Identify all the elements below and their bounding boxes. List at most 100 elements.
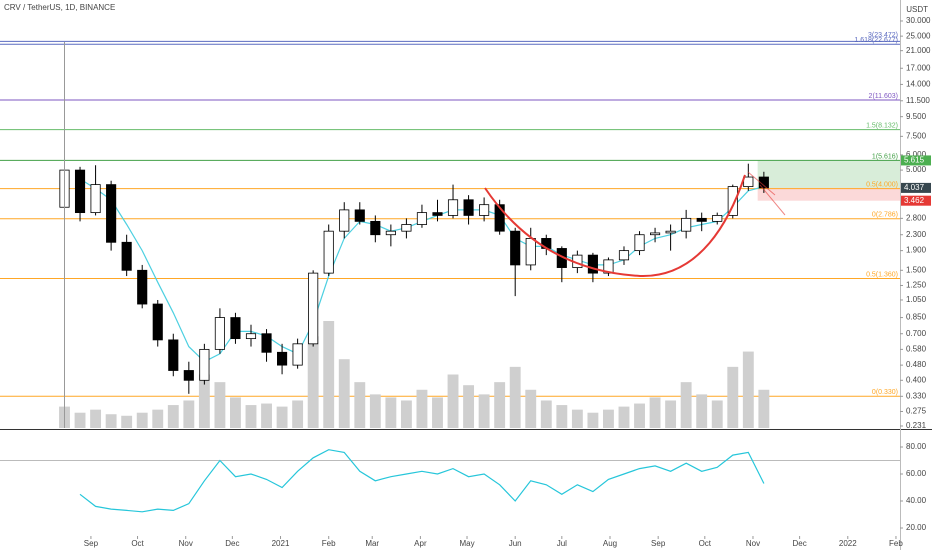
plot-area: 3(23.472)1.618(22.677) 2(11.603) 1.5(8.132… [0,32,900,428]
volume-bar [136,412,148,428]
volume-bar [525,389,537,428]
candle-body [292,343,303,366]
candle-body [618,250,630,261]
volume-bar [463,385,475,428]
target-tag-label: 5.615 [904,156,925,165]
volume-bar [198,374,210,428]
candle-body [308,272,319,345]
volume-bar [447,374,459,428]
x-tick-label: Nov [746,539,760,548]
volume-bar [400,400,412,428]
candle-body [323,230,334,274]
y-tick-label: 2.800 [906,213,927,222]
y-tick-label: 1.250 [906,281,927,290]
volume-bar [261,403,272,428]
y-tick-label: 1.050 [906,295,927,304]
candle-body [401,224,412,232]
volume-bar [509,366,521,428]
stop-tag-label: 3.462 [904,196,925,205]
x-tick-label: Aug [603,539,617,548]
candle-body [758,176,769,189]
x-tick-label: Nov [179,539,193,548]
y-tick-label: 30.000 [906,16,931,25]
volume-bar [369,394,381,428]
volume-bar [634,403,645,428]
candle-body [447,199,459,216]
fib-label: 0(2.786) [872,212,898,219]
volume-bar [90,409,102,428]
rsi-tick-label: 60.00 [906,469,927,478]
candle-body [245,333,257,340]
volume-bar [416,389,428,428]
volume-bar [494,382,506,428]
entry-tag [901,182,931,193]
volume-bar [338,359,350,428]
candle-body [743,176,754,188]
x-tick-label: Dec [225,539,239,548]
candle-body [494,204,505,232]
x-tick-label: Feb [322,539,336,548]
volume-bar [478,394,490,428]
volume-bar [323,321,335,428]
x-tick-label: Feb [889,539,903,548]
entry-tag-label: 4.037 [904,183,925,192]
fib-label: 0(0.330) [872,389,898,396]
fib-label: 1.618(22.677) [854,37,898,44]
volume-bar [618,406,630,428]
x-tick-label: 2022 [839,539,857,548]
fib-label: 3(23.472) [868,32,898,39]
candle-body [603,259,614,274]
x-tick-label: Oct [131,539,144,548]
y-tick-label: 17.000 [906,63,931,72]
candle-body [230,317,241,340]
candle-body [712,215,723,222]
candle-body [152,303,163,341]
candle-body [681,217,692,232]
y-tick-label: 0.480 [906,360,927,369]
candle-body [479,204,490,216]
target-tag [901,155,931,166]
candle-body [90,184,101,214]
fib-label: 1.5(8.132) [866,122,898,129]
volume-bar [680,382,692,428]
y-tick-label: 0.700 [906,329,927,338]
y-tick-label: 11.500 [906,96,930,105]
volume-bar [167,405,179,428]
fib-label: 0.5(1.360) [866,271,898,278]
volume-bar [105,414,117,428]
x-tick-label: Apr [414,539,427,548]
candle-body [261,333,272,353]
y-tick-label: 0.231 [906,421,927,430]
y-tick-label: 0.580 [906,344,927,353]
volume-bar [245,405,257,428]
x-tick-label: Dec [792,539,806,548]
candle-body [696,217,707,222]
y-tick-label: 0.850 [906,313,927,322]
candle-body [665,230,676,234]
fib-label: 1(5.616) [872,153,898,160]
volume-bar [292,400,304,428]
candle-body [137,269,148,305]
volume-bar [587,412,599,428]
y-tick-label: 21.000 [906,46,931,55]
cup-drawing [484,174,746,278]
candle-body [727,186,738,216]
rsi-tick-label: 80.00 [906,442,927,451]
candle-body [587,254,598,274]
x-tick-label: Mar [365,539,379,548]
candle-body [370,220,381,236]
candle-body [525,238,536,266]
volume-bar [121,415,133,428]
volume-bar [230,397,241,428]
volume-bar [571,409,583,428]
volume-bar [183,400,195,428]
volume-bar [758,389,770,428]
y-tick-label: 1.500 [906,265,927,274]
y-tick-label: 25.000 [906,31,931,40]
volume-bar [307,336,319,428]
volume-bar [603,409,614,428]
x-tick-label: Sep [651,539,666,548]
candle-body [650,232,661,236]
